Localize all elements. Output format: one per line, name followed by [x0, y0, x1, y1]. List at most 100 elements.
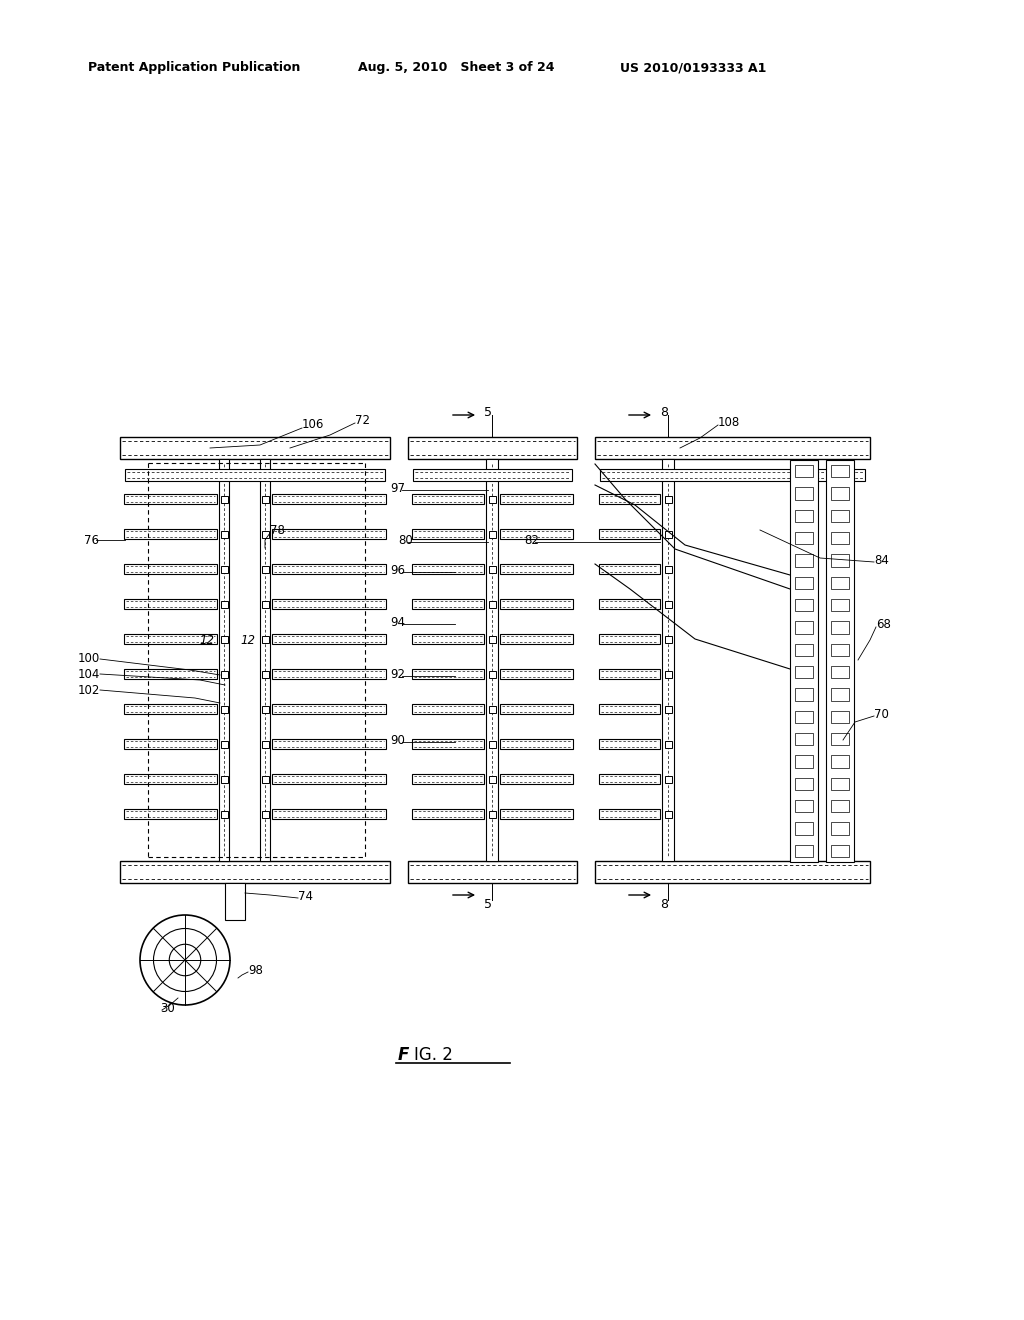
Text: 30: 30	[160, 1002, 175, 1015]
Bar	[831, 532, 849, 544]
Text: 94: 94	[390, 615, 406, 628]
Bar	[831, 599, 849, 611]
Bar	[272, 774, 386, 784]
Text: Patent Application Publication: Patent Application Publication	[88, 62, 300, 74]
Bar	[831, 822, 849, 834]
Text: Aug. 5, 2010   Sheet 3 of 24: Aug. 5, 2010 Sheet 3 of 24	[358, 62, 555, 74]
Text: 68: 68	[876, 619, 891, 631]
Bar	[261, 810, 268, 817]
Bar	[486, 459, 498, 861]
Bar	[599, 494, 660, 504]
Text: 12: 12	[200, 634, 214, 647]
Bar	[124, 669, 217, 678]
Bar	[225, 883, 245, 920]
Bar	[831, 845, 849, 857]
Bar	[220, 495, 227, 503]
Bar	[831, 622, 849, 634]
Bar	[261, 635, 268, 643]
Bar	[500, 669, 573, 678]
Bar	[500, 704, 573, 714]
Bar	[665, 741, 672, 747]
Bar	[488, 565, 496, 573]
Text: F: F	[398, 1045, 410, 1064]
Bar	[124, 494, 217, 504]
Bar	[665, 810, 672, 817]
Text: 82: 82	[524, 533, 539, 546]
Bar	[665, 495, 672, 503]
Bar	[488, 495, 496, 503]
Bar	[831, 487, 849, 499]
Bar	[124, 704, 217, 714]
Bar	[412, 529, 484, 539]
Bar	[831, 665, 849, 678]
Bar	[500, 634, 573, 644]
Bar	[795, 577, 813, 589]
Bar	[408, 437, 577, 459]
Bar	[124, 739, 217, 748]
Bar	[500, 774, 573, 784]
Bar	[665, 565, 672, 573]
Bar	[124, 634, 217, 644]
Bar	[124, 774, 217, 784]
Bar	[795, 554, 813, 566]
Bar	[795, 822, 813, 834]
Text: IG. 2: IG. 2	[414, 1045, 453, 1064]
Bar	[795, 755, 813, 767]
Bar	[272, 809, 386, 818]
Bar	[665, 531, 672, 537]
Text: 12: 12	[241, 634, 256, 647]
Bar	[488, 705, 496, 713]
Bar	[261, 495, 268, 503]
Text: 92: 92	[390, 668, 406, 681]
Bar	[826, 459, 854, 862]
Bar	[795, 845, 813, 857]
Text: 8: 8	[660, 898, 668, 911]
Text: 102: 102	[78, 684, 100, 697]
Bar	[599, 809, 660, 818]
Bar	[500, 739, 573, 748]
Bar	[220, 705, 227, 713]
Text: US 2010/0193333 A1: US 2010/0193333 A1	[620, 62, 766, 74]
Bar	[272, 529, 386, 539]
Bar	[220, 601, 227, 607]
Bar	[261, 671, 268, 677]
Bar	[795, 487, 813, 499]
Bar	[795, 599, 813, 611]
Text: 100: 100	[78, 652, 100, 665]
Text: 97: 97	[390, 482, 406, 495]
Bar	[599, 739, 660, 748]
Bar	[220, 565, 227, 573]
Bar	[665, 671, 672, 677]
Bar	[500, 564, 573, 574]
Text: 96: 96	[390, 564, 406, 577]
Bar	[261, 705, 268, 713]
Bar	[595, 437, 870, 459]
Bar	[412, 739, 484, 748]
Bar	[599, 564, 660, 574]
Bar	[665, 705, 672, 713]
Bar	[831, 554, 849, 566]
Bar	[261, 601, 268, 607]
Bar	[599, 599, 660, 609]
Bar	[120, 437, 390, 459]
Bar	[795, 688, 813, 701]
Text: 5: 5	[484, 405, 492, 418]
Bar	[599, 634, 660, 644]
Bar	[124, 809, 217, 818]
Bar	[260, 459, 270, 861]
Bar	[795, 777, 813, 789]
Bar	[795, 665, 813, 678]
Bar	[665, 601, 672, 607]
Bar	[595, 861, 870, 883]
Bar	[272, 669, 386, 678]
Bar	[500, 809, 573, 818]
Bar	[261, 776, 268, 783]
Bar	[665, 635, 672, 643]
Bar	[795, 710, 813, 723]
Bar	[488, 810, 496, 817]
Bar	[665, 776, 672, 783]
Bar	[272, 704, 386, 714]
Bar	[220, 635, 227, 643]
Bar	[831, 800, 849, 812]
Bar	[272, 494, 386, 504]
